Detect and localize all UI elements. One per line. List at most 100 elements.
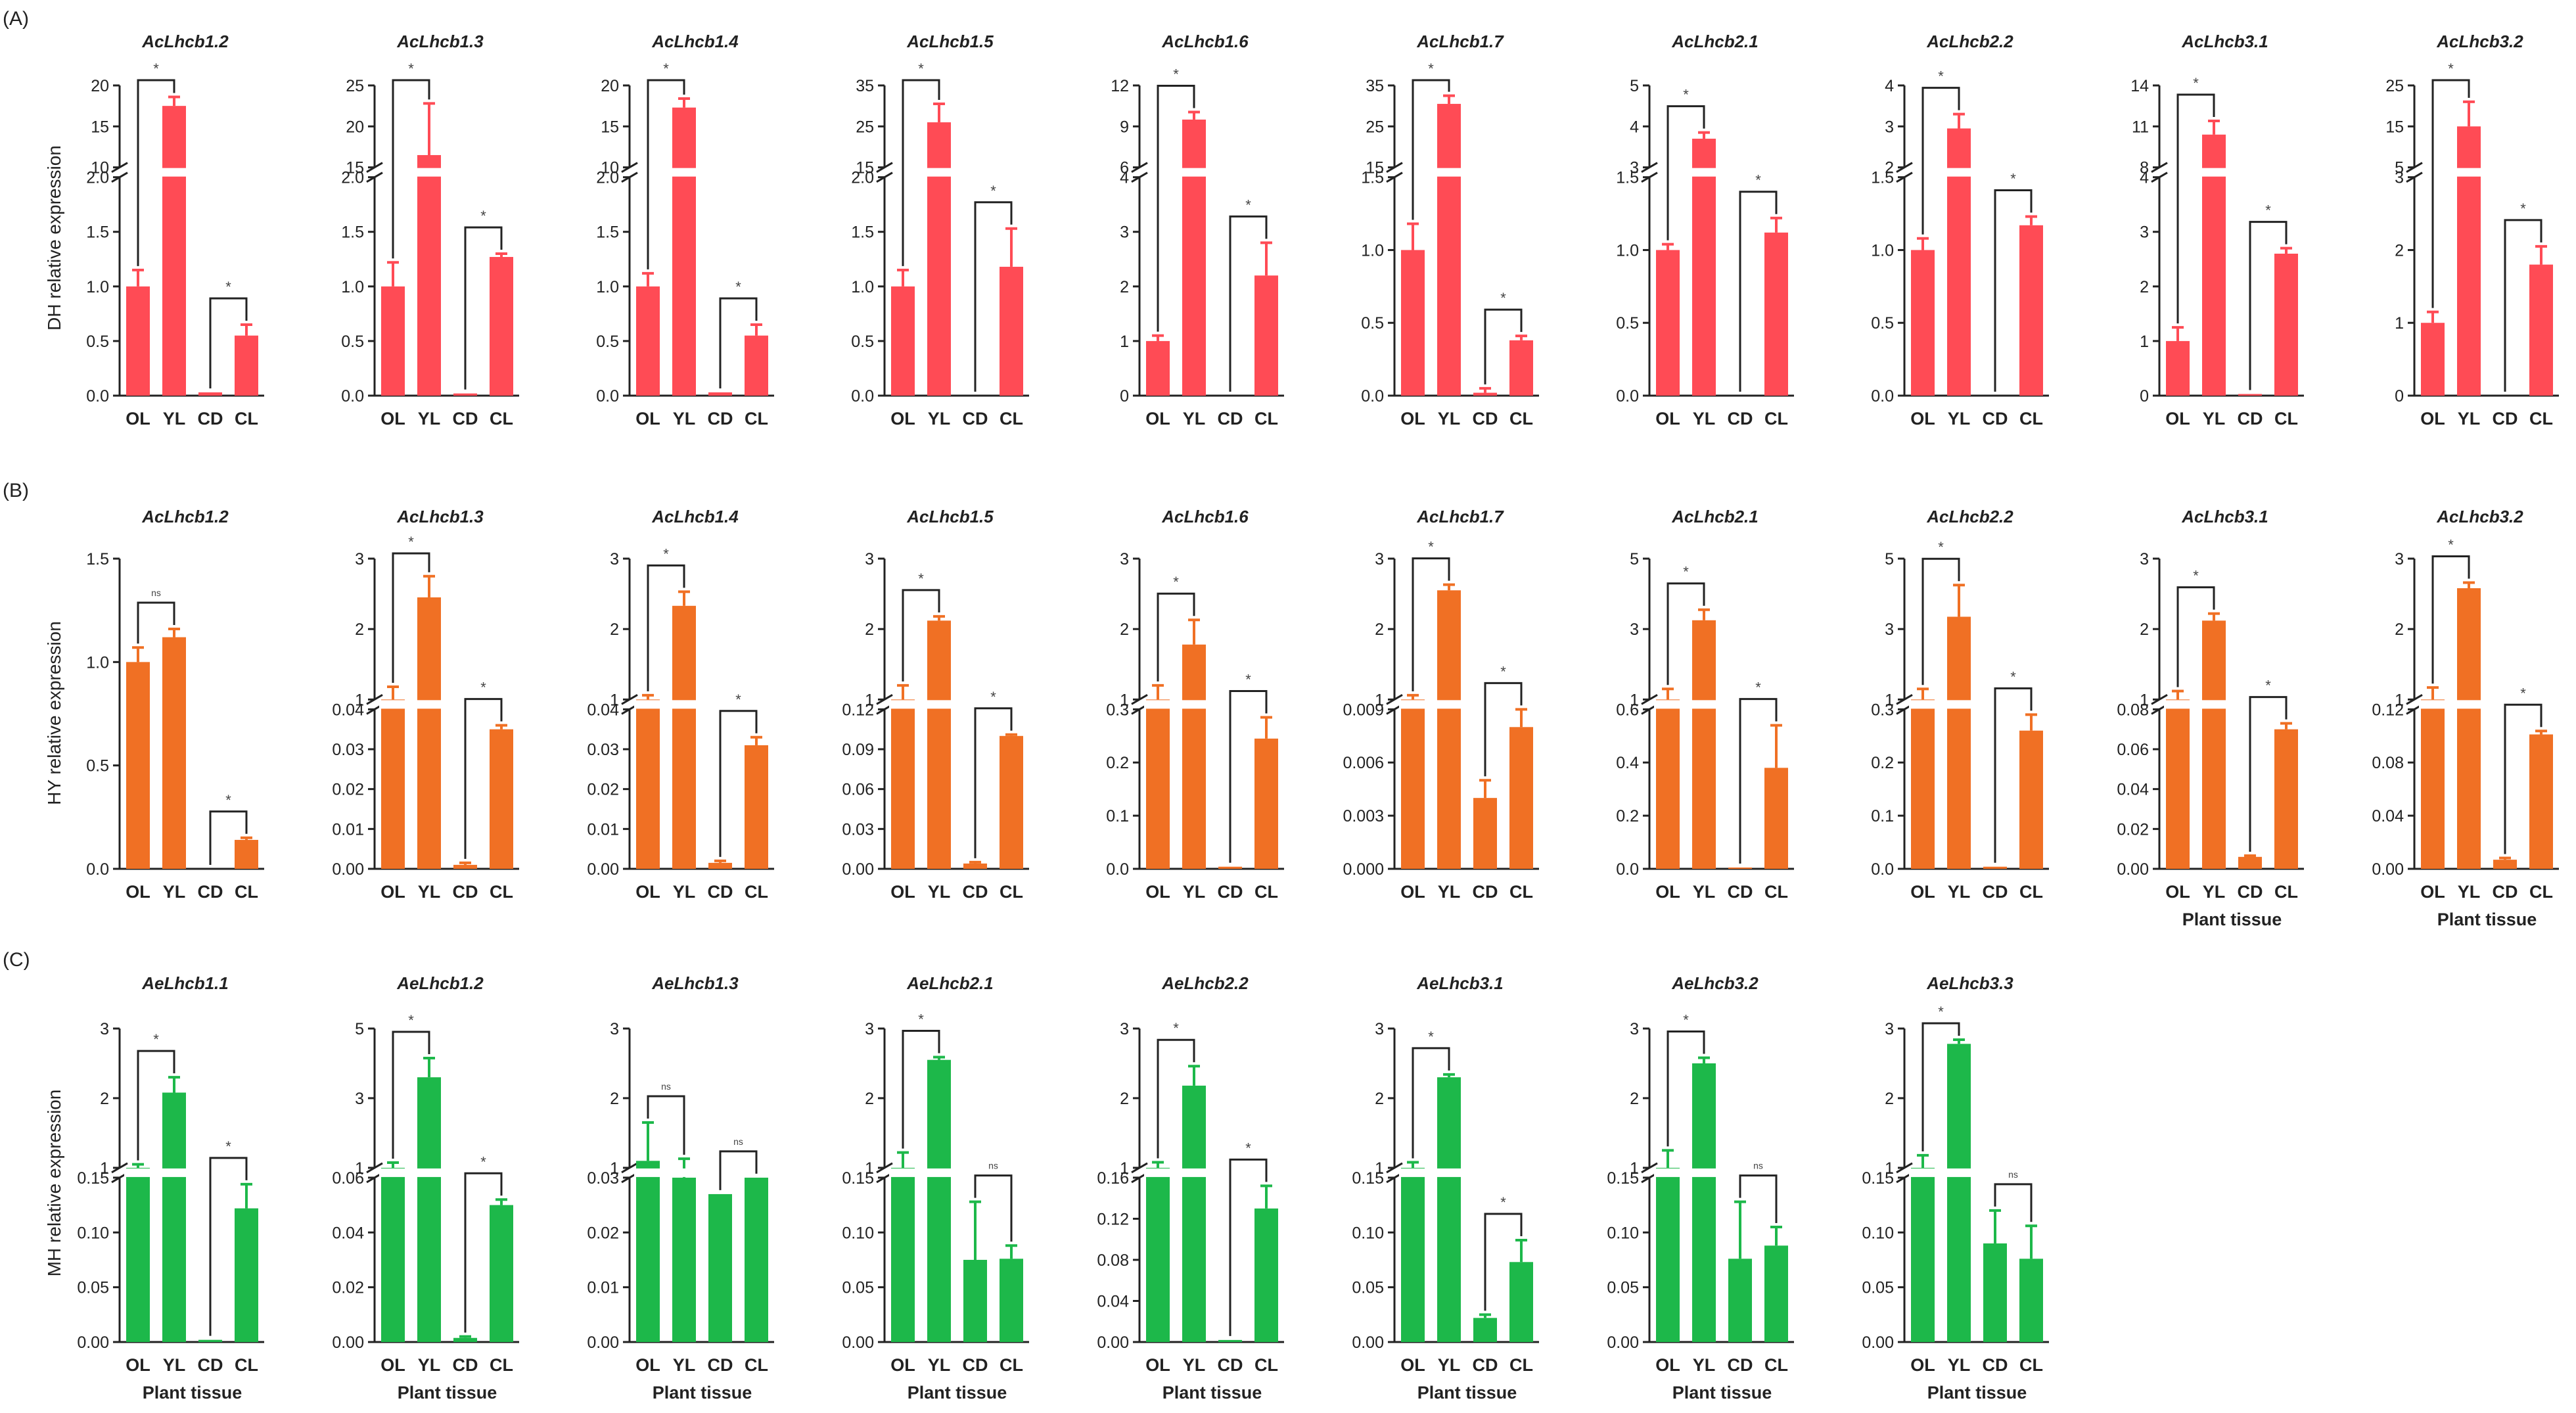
significance-label: * <box>1500 290 1506 306</box>
y-tick-label: 1.5 <box>1871 169 1894 187</box>
y-tick-label: 1 <box>865 691 874 709</box>
y-tick-label: 0.3 <box>1106 701 1129 719</box>
significance-bracket <box>1484 308 1523 384</box>
bar <box>1000 735 1023 869</box>
bar <box>1473 1318 1497 1342</box>
y-tick-label: 2 <box>100 1090 109 1108</box>
y-tick-label: 20 <box>91 77 109 95</box>
x-tick-label: YL <box>928 1355 951 1375</box>
significance-bracket <box>1739 191 1778 392</box>
y-tick-label: 0.02 <box>332 781 364 799</box>
bar-break-gap <box>1690 1168 1718 1177</box>
axis-break-mark <box>2406 694 2423 705</box>
y-tick-label: 0.0 <box>1361 387 1384 405</box>
y-tick-label: 0.0 <box>851 387 874 405</box>
bar <box>1437 590 1461 869</box>
significance-label: * <box>1173 574 1179 590</box>
bar-chart: AcLhcb3.2 5 15 25 0 1 2 3 OL YL CD CL * * <box>2385 32 2559 429</box>
y-tick-label: 0.00 <box>77 1333 109 1352</box>
x-tick-label: CL <box>2274 882 2298 902</box>
y-tick-label: 0.0 <box>1106 860 1129 879</box>
bar <box>636 286 660 396</box>
x-tick-label: OL <box>126 882 150 902</box>
panel-label: (B) <box>3 480 29 501</box>
significance-label: ns <box>661 1081 671 1092</box>
significance-label: * <box>2448 536 2454 553</box>
chart-title: AcLhcb3.1 <box>2181 507 2268 526</box>
x-tick-label: CL <box>1254 1355 1278 1375</box>
significance-label: * <box>2010 668 2016 685</box>
y-tick-label: 6 <box>1120 159 1129 177</box>
significance-bracket <box>137 79 175 266</box>
significance-bracket <box>2431 555 2470 684</box>
y-tick-label: 0.00 <box>842 1333 874 1352</box>
axis-break-mark <box>366 1162 383 1174</box>
bar <box>2019 225 2043 396</box>
bar <box>745 1177 768 1342</box>
bar <box>2019 1259 2043 1342</box>
bar <box>1692 1063 1716 1342</box>
y-tick-label: 0.16 <box>1097 1169 1129 1188</box>
bar-chart: AeLhcb2.2 1 2 3 0.00 0.04 0.08 0.12 0.16 OL YL CD CL… <box>1097 973 1284 1402</box>
bar <box>891 1167 915 1342</box>
y-tick-label: 0.00 <box>587 1333 619 1352</box>
axis-break-mark <box>366 694 383 705</box>
chart-title: AcLhcb1.3 <box>396 507 484 526</box>
y-tick-label: 1.5 <box>86 223 109 242</box>
y-tick-label: 0.15 <box>1607 1169 1639 1188</box>
significance-label: * <box>918 1011 924 1027</box>
bar <box>1692 139 1716 396</box>
y-tick-label: 2 <box>610 1090 619 1108</box>
y-tick-label: 0.09 <box>842 741 874 759</box>
axis-break-mark <box>366 172 383 183</box>
x-tick-label: CL <box>235 1355 258 1375</box>
bar-chart: AcLhcb2.1 1 3 5 0.0 0.2 0.4 0.6 OL YL CD CL * * <box>1616 507 1794 902</box>
x-tick-label: OL <box>890 1355 915 1375</box>
y-tick-label: 0.05 <box>1862 1279 1894 1297</box>
chart-title: AcLhcb1.5 <box>906 32 994 51</box>
bar <box>1146 1167 1170 1342</box>
axis-break-mark <box>621 694 638 705</box>
significance-bracket <box>1921 87 1960 235</box>
x-tick-label: YL <box>1693 882 1716 902</box>
significance-label: * <box>408 534 414 550</box>
x-tick-label: CL <box>1000 882 1023 902</box>
chart-title: AeLhcb2.1 <box>906 973 994 993</box>
bar-break-gap <box>1180 700 1208 709</box>
y-tick-label: 1 <box>100 1159 109 1178</box>
bar <box>2202 134 2226 396</box>
y-tick-label: 0.15 <box>77 1169 109 1188</box>
x-tick-label: CL <box>235 409 258 429</box>
bar-break-gap <box>1144 1168 1172 1177</box>
bar-chart: AeLhcb3.1 1 2 3 0.00 0.05 0.10 0.15 OL YL CD CL Plan… <box>1352 973 1539 1402</box>
axis-break-mark <box>2151 162 2168 173</box>
bar <box>198 392 222 396</box>
bar <box>417 154 441 396</box>
x-tick-label: YL <box>418 409 441 429</box>
y-tick-label: 2.0 <box>851 169 874 187</box>
y-tick-label: 1 <box>355 691 364 709</box>
y-tick-label: 3 <box>1885 620 1894 639</box>
x-tick-label: CD <box>1473 882 1498 902</box>
y-tick-label: 3 <box>1630 1020 1639 1038</box>
bar <box>927 122 951 396</box>
bar <box>1764 232 1788 396</box>
x-axis-title: Plant tissue <box>653 1383 752 1402</box>
y-tick-label: 0.10 <box>1352 1224 1384 1242</box>
bar <box>927 1059 951 1342</box>
x-tick-label: YL <box>2203 882 2226 902</box>
y-tick-label: 1 <box>1885 691 1894 709</box>
bar-chart: AcLhcb2.2 1 3 5 0.0 0.1 0.2 0.3 OL YL CD CL * * <box>1871 507 2049 902</box>
x-tick-label: CL <box>235 882 258 902</box>
chart-title: AeLhcb3.3 <box>1926 973 2013 993</box>
x-tick-label: OL <box>635 409 660 429</box>
y-tick-label: 2 <box>1375 1090 1384 1108</box>
y-tick-label: 35 <box>1366 77 1384 95</box>
bar-break-gap <box>925 1168 953 1177</box>
y-tick-label: 20 <box>346 118 364 136</box>
y-tick-label: 0.15 <box>842 1169 874 1188</box>
y-tick-label: 0.00 <box>1607 1333 1639 1352</box>
axis-break-mark <box>621 172 638 183</box>
y-tick-label: 0.5 <box>596 333 619 351</box>
